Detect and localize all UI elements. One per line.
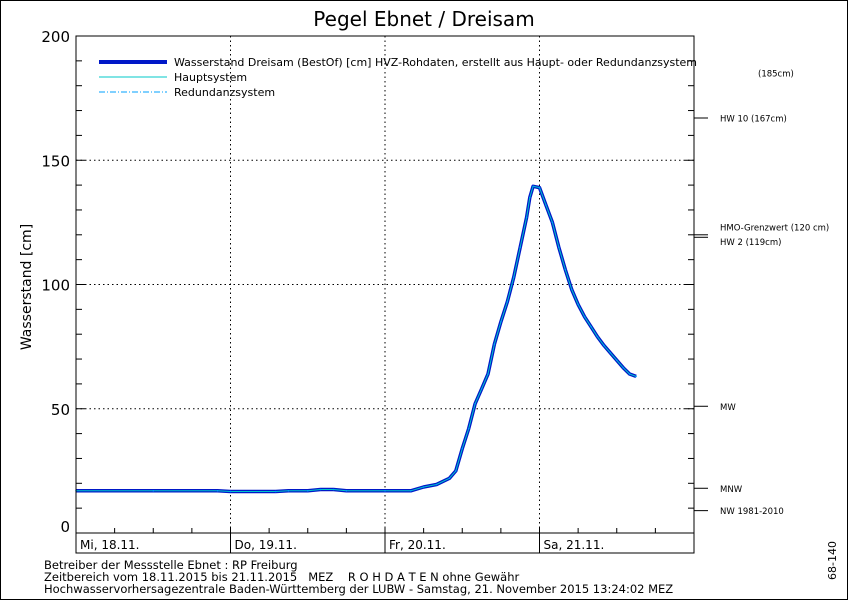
data-point — [519, 246, 521, 248]
grid-lines — [76, 36, 694, 533]
data-point — [474, 403, 476, 405]
data-point — [216, 490, 219, 492]
data-point — [506, 301, 509, 303]
reference-level-label: HMO-Grenzwert (120 cm) — [720, 223, 829, 233]
data-point — [513, 276, 515, 278]
data-point — [448, 477, 451, 480]
data-point — [538, 186, 541, 189]
data-point — [152, 490, 155, 492]
data-point — [532, 185, 534, 188]
data-point — [435, 483, 438, 486]
data-point — [525, 216, 528, 219]
data-point — [422, 486, 425, 488]
reference-levels: HW 10 (167cm) HMO-Grenzwert (120 cm) HW 2 … — [694, 69, 829, 517]
data-point — [319, 488, 322, 491]
footer-time-range: Zeitbereich vom 18.11.2015 bis 21.11.201… — [44, 570, 520, 584]
data-point — [410, 490, 412, 492]
reference-level-label: MNW — [720, 485, 743, 495]
y-axis-label: Wasserstand [cm] — [19, 224, 35, 350]
data-point — [609, 352, 612, 354]
data-series — [75, 184, 637, 494]
y-tick-label: 0 — [60, 518, 70, 536]
series-line-bestof — [76, 184, 637, 494]
data-point — [480, 388, 483, 390]
data-point — [558, 246, 560, 248]
x-tick-label: Sa, 21.11. — [544, 538, 605, 552]
data-point — [583, 316, 586, 318]
data-point — [622, 366, 624, 369]
data-point — [603, 344, 605, 347]
data-point — [500, 321, 502, 323]
data-point — [628, 373, 631, 375]
side-code: 68-140 — [826, 541, 839, 580]
x-axis: Mi, 18.11. Do, 19.11. Fr, 20.11. Sa, 21.11. — [80, 528, 656, 553]
data-point — [616, 359, 618, 362]
data-point — [274, 490, 277, 493]
y-tick-label: 150 — [41, 152, 70, 170]
data-point — [384, 490, 386, 492]
x-tick-label: Mi, 18.11. — [80, 538, 139, 552]
data-point — [461, 447, 464, 450]
footer-publisher: Hochwasservorhersagezentrale Baden-Württ… — [44, 582, 674, 596]
y-tick-label: 50 — [51, 401, 70, 419]
legend-label: Redundanzsystem — [174, 86, 275, 99]
series-line-hauptsystem — [76, 185, 637, 492]
chart-title: Pegel Ebnet / Dreisam — [313, 7, 534, 31]
data-point — [487, 373, 489, 375]
footer-operator: Betreiber der Messstelle Ebnet : RP Frei… — [44, 558, 298, 572]
data-point — [570, 288, 573, 291]
data-point — [596, 335, 599, 338]
data-point — [529, 196, 531, 199]
y-tick-label: 200 — [41, 28, 70, 46]
offscale-level-label: (185cm) — [758, 69, 794, 79]
legend-label: Wasserstand Dreisam (BestOf) [cm] HVZ-Ro… — [174, 56, 697, 69]
reference-level-label: HW 2 (119cm) — [720, 238, 781, 248]
data-point — [345, 490, 348, 492]
data-point — [307, 490, 309, 492]
data-point — [332, 488, 335, 491]
legend: Wasserstand Dreisam (BestOf) [cm] HVZ-Ro… — [99, 56, 697, 99]
date-band — [75, 532, 695, 554]
legend-label: Hauptsystem — [174, 71, 247, 84]
y-axis: 0 50 100 150 200 — [41, 28, 694, 536]
data-point — [577, 303, 579, 306]
reference-level-label: MW — [720, 403, 736, 413]
data-point — [467, 427, 470, 430]
data-point — [564, 268, 567, 271]
data-point — [493, 343, 496, 345]
data-point — [590, 325, 592, 328]
reference-level-label: HW 10 (167cm) — [720, 115, 787, 125]
data-point — [455, 470, 457, 472]
y-tick-label: 100 — [41, 277, 70, 295]
x-tick-label: Do, 19.11. — [235, 538, 297, 552]
data-point — [635, 375, 637, 378]
data-point — [545, 204, 547, 206]
data-point — [287, 490, 290, 492]
x-tick-label: Fr, 20.11. — [389, 538, 446, 552]
data-point — [229, 490, 232, 493]
reference-level-label: NW 1981-2010 — [720, 507, 784, 517]
data-point — [551, 221, 554, 224]
